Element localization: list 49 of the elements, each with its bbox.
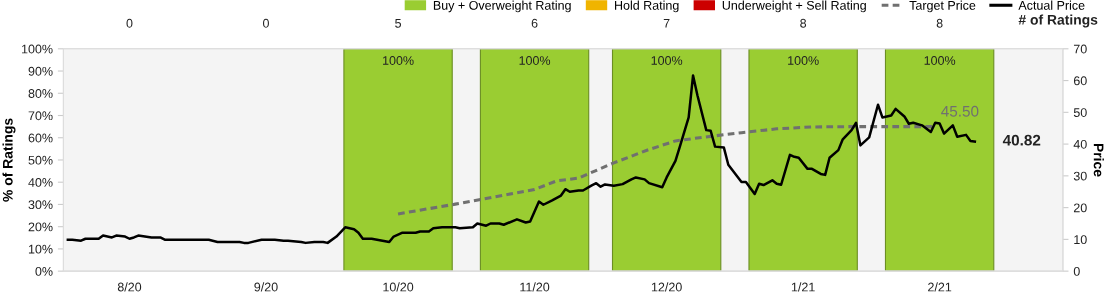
data-label: 100% <box>519 56 551 65</box>
text: Buy + Overweight Rating <box>433 0 571 13</box>
y-tick-label: 40% <box>28 178 53 187</box>
text: 5 <box>395 18 402 28</box>
y-tick-label: 50% <box>28 155 53 165</box>
y2-tick-label: 40 <box>1073 139 1087 149</box>
y-tick-label: 60% <box>28 133 53 143</box>
data-label: 40.82 <box>1002 134 1041 146</box>
text: 7 <box>663 18 670 28</box>
text: 0 <box>126 18 133 28</box>
text: 8 <box>936 18 943 28</box>
y2-tick-label: 70 <box>1073 44 1087 54</box>
x-tick-label: 12/20 <box>651 282 682 292</box>
y-tick-label: 20% <box>28 222 53 232</box>
y2-tick-label: 60 <box>1073 76 1087 86</box>
text: 6 <box>531 18 538 28</box>
line-series <box>66 74 977 245</box>
x-tick-label: 8/20 <box>117 282 142 292</box>
y2-tick-label: 0 <box>1073 266 1080 276</box>
y2-tick-label: 10 <box>1074 235 1087 245</box>
y-tick-label: 100% <box>22 44 53 54</box>
legend-label: Actual Price <box>1018 0 1085 10</box>
text: # of Ratings <box>1018 14 1098 28</box>
data-label: 100% <box>651 56 683 65</box>
legend-label: Hold Rating <box>615 0 679 13</box>
legend-label: Underweight + Sell Rating <box>722 0 866 13</box>
text: 0 <box>262 18 269 28</box>
y-tick-label: 30% <box>28 200 53 210</box>
x-tick-label: 11/20 <box>520 282 550 292</box>
y2-tick-label: 30 <box>1073 171 1087 181</box>
y-tick-label: 70% <box>28 111 53 121</box>
y2-tick-label: 20 <box>1073 203 1087 213</box>
y-axis-title: % of Ratings <box>2 118 16 202</box>
y-tick-label: 80% <box>28 89 53 98</box>
data-label: 100% <box>383 56 414 65</box>
y-tick-label: 0% <box>35 266 53 276</box>
y-tick-label: 90% <box>28 66 53 76</box>
text: 8 <box>800 18 807 28</box>
legend-label: Target Price <box>909 0 976 13</box>
data-label: 45.50 <box>941 105 979 117</box>
x-tick-label: 1/21 <box>791 282 815 292</box>
data-label: 100% <box>924 56 956 65</box>
data-label: 100% <box>788 56 819 65</box>
x-tick-label: 9/20 <box>254 282 278 292</box>
y-tick-label: 10% <box>28 244 53 254</box>
y2-tick-label: 50 <box>1073 108 1087 117</box>
y2-axis-title: Price <box>1093 143 1104 177</box>
x-tick-label: 10/20 <box>383 282 414 292</box>
x-tick-label: 2/21 <box>928 282 952 292</box>
